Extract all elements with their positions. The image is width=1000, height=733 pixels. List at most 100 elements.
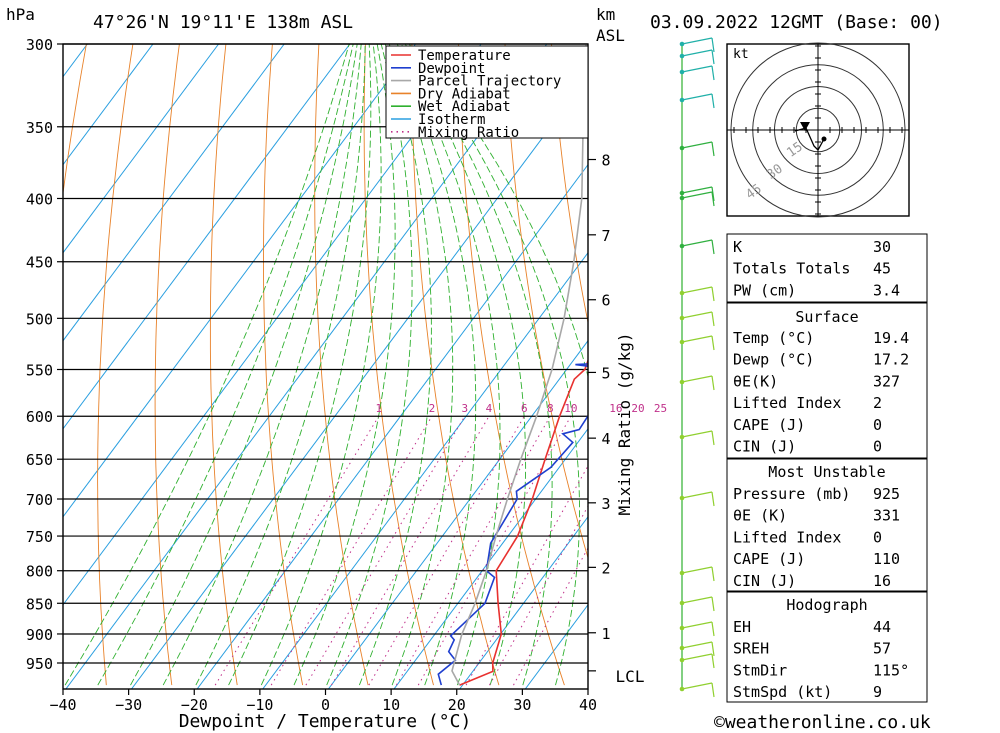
- index-label: Totals Totals: [733, 260, 850, 278]
- isotherm-line: [196, 163, 588, 689]
- index-label: PW (cm): [733, 281, 796, 299]
- mixing-ratio-label: 1: [375, 402, 382, 415]
- wind-barb: [681, 335, 713, 343]
- pressure-tick-label: 900: [26, 626, 53, 644]
- wind-barb-feather: [711, 653, 715, 669]
- wind-barb: [681, 621, 713, 629]
- isotherm-line: [327, 339, 588, 689]
- background-lines: [0, 44, 588, 689]
- wind-barb-dot: [679, 190, 685, 196]
- hodograph-trace: [794, 127, 825, 152]
- legend-entry: Temperature: [418, 48, 511, 64]
- index-label: θE(K): [733, 372, 778, 390]
- wind-barb-dot: [679, 686, 685, 692]
- index-label: StmDir: [733, 661, 787, 679]
- index-value: 57: [873, 640, 891, 658]
- wind-barb-feather: [711, 37, 715, 53]
- wind-barb-feather: [711, 239, 715, 255]
- wind-barb-feather: [711, 186, 715, 202]
- index-value: 331: [873, 507, 900, 525]
- km-tick-label: 1: [601, 625, 610, 643]
- wet-adiabat-line: [408, 44, 580, 686]
- wet-adiabat-line: [358, 44, 432, 686]
- wind-barb: [681, 682, 713, 690]
- index-label: θE (K): [733, 507, 787, 525]
- legend-entry: Parcel Trajectory: [418, 74, 561, 90]
- wind-barb-dot: [679, 570, 685, 576]
- km-unit-label: km: [596, 5, 615, 24]
- wet-adiabat-line: [412, 44, 588, 686]
- pressure-tick-label: 350: [26, 119, 53, 137]
- mixing-ratio-line: [331, 415, 490, 686]
- wet-adiabat-line: [293, 44, 396, 686]
- wet-adiabat-line: [400, 44, 527, 686]
- wind-barb: [681, 311, 713, 319]
- wind-barb: [681, 596, 713, 604]
- pressure-tick-label: 850: [26, 595, 53, 613]
- wind-barb-feather: [711, 375, 715, 391]
- index-value: 9: [873, 683, 882, 701]
- index-label: Temp (°C): [733, 329, 814, 347]
- wind-barb-dot: [679, 434, 685, 440]
- wind-barb-dot: [679, 600, 685, 606]
- hodograph-ring-label: 45: [743, 181, 764, 202]
- wind-barb: [681, 37, 713, 45]
- index-label: Pressure (mb): [733, 485, 850, 503]
- index-value: 45: [873, 260, 891, 278]
- pressure-tick-label: 750: [26, 528, 53, 546]
- wind-barb-dot: [679, 145, 685, 151]
- lcl-label: LCL: [616, 667, 645, 686]
- isotherm-line: [459, 515, 588, 689]
- legend-entry: Mixing Ratio: [418, 125, 519, 141]
- dry-adiabat-line: [209, 44, 238, 686]
- index-box: [726, 233, 928, 303]
- temp-tick-label: 10: [382, 696, 400, 714]
- datetime-title: 03.09.2022 12GMT (Base: 00): [650, 12, 943, 33]
- index-label: StmSpd (kt): [733, 683, 832, 701]
- wind-barb-feather: [711, 621, 715, 637]
- mixing-ratio-label: 20: [631, 402, 644, 415]
- isotherm-line: [0, 44, 22, 689]
- wet-adiabat-line: [162, 44, 362, 686]
- mixing-ratio-label: 2: [429, 402, 436, 415]
- wet-adiabat-line: [388, 44, 454, 686]
- dry-adiabat-line: [551, 44, 588, 325]
- isotherm-line: [63, 44, 351, 430]
- legend-entry: Dewpoint: [418, 61, 485, 77]
- mixing-ratio-line: [305, 415, 466, 686]
- wind-barb-feather: [711, 286, 715, 302]
- mixing-ratio-line: [417, 415, 572, 686]
- hodograph-point: [821, 136, 827, 142]
- index-value: 0: [873, 528, 882, 546]
- wind-barb-dot: [679, 97, 685, 103]
- wind-barb-dot: [679, 290, 685, 296]
- wind-barb: [681, 49, 713, 57]
- isotherm-line: [393, 427, 588, 689]
- mixing-ratio-line: [368, 415, 525, 686]
- legend-entry: Dry Adiabat: [418, 86, 511, 102]
- wind-barb-dot: [679, 657, 685, 663]
- wind-barb-feather: [711, 335, 715, 351]
- temp-tick-label: −20: [181, 696, 208, 714]
- wind-barb-feather: [711, 491, 715, 507]
- wind-barb: [681, 430, 713, 438]
- km-tick-label: 2: [601, 559, 610, 577]
- mixing-ratio-label: 8: [547, 402, 554, 415]
- index-label: CIN (J): [733, 438, 796, 456]
- wet-adiabat-line: [260, 44, 382, 686]
- wind-barb-dot: [679, 41, 685, 47]
- mixing-ratio-line: [395, 415, 551, 686]
- wet-adiabat-line: [97, 44, 354, 686]
- km-tick-label: 6: [601, 292, 610, 310]
- wind-barb-feather: [711, 596, 715, 612]
- index-value: 0: [873, 438, 882, 456]
- wind-barb-feather: [711, 93, 715, 109]
- index-label: K: [733, 238, 742, 256]
- wet-adiabat-line: [130, 44, 358, 686]
- pressure-tick-label: 500: [26, 310, 53, 328]
- wind-barb: [681, 566, 713, 574]
- wet-adiabat-line: [396, 44, 501, 686]
- isotherm-line: [63, 44, 220, 254]
- index-box: [726, 591, 928, 703]
- index-value: 2: [873, 394, 882, 412]
